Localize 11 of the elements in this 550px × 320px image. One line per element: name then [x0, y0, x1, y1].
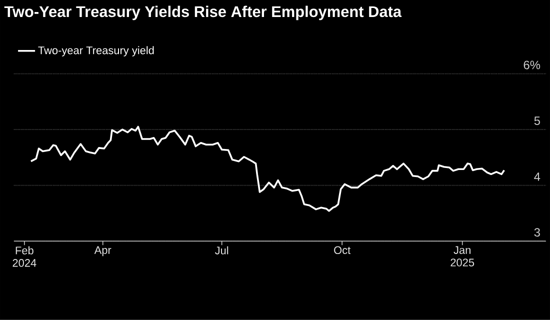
x-tick-label: Jul: [214, 246, 228, 254]
y-tick-label: 4: [534, 172, 540, 181]
y-tick-label: 5: [534, 116, 540, 126]
x-tick-label: Apr: [94, 246, 112, 256]
legend-label: Two-year Treasury yield: [38, 46, 154, 56]
x-tick-label: Jan 2025: [450, 246, 474, 266]
y-tick-label: 6%: [524, 60, 540, 70]
chart-title: Two-Year Treasury Yields Rise After Employment Data: [4, 6, 402, 20]
x-tick-label: Feb 2024: [12, 246, 36, 267]
x-tick-label: Oct: [334, 246, 351, 254]
y-tick-label: 3: [534, 228, 540, 237]
